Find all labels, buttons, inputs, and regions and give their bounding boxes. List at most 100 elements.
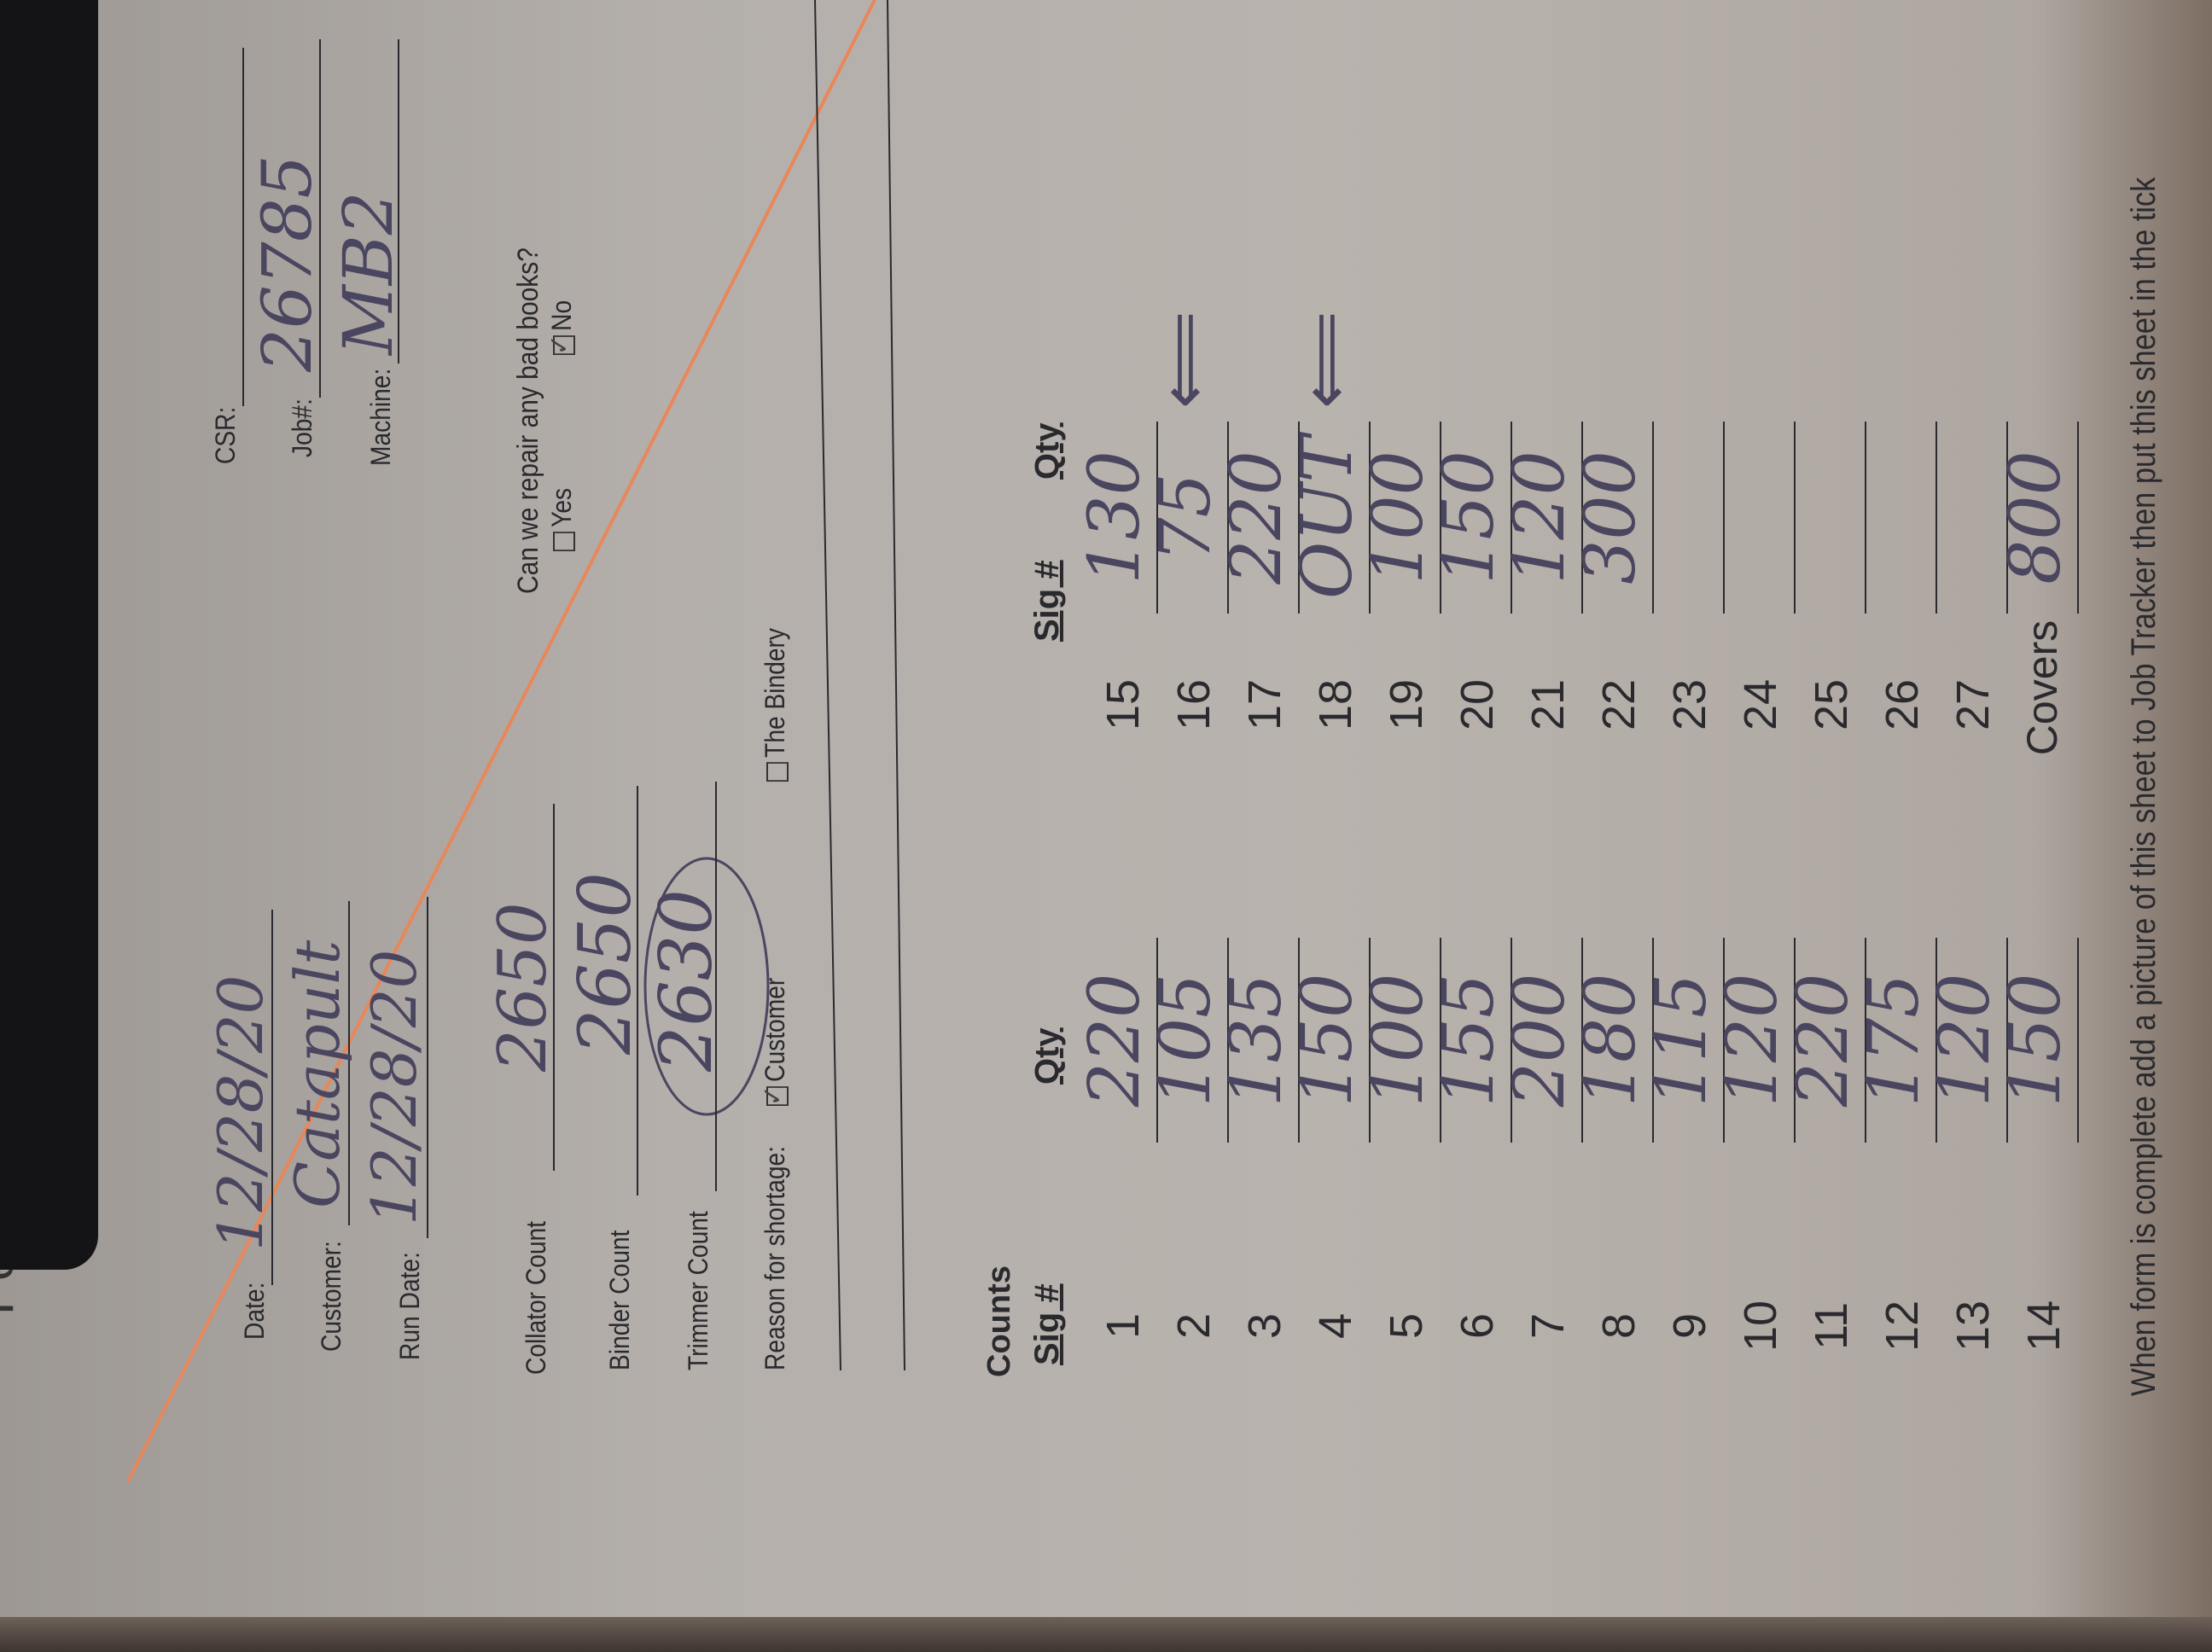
footer-instructions: When form is complete add a picture of t…: [2125, 177, 2163, 1396]
qty-line: [1936, 422, 1937, 614]
trimmer-count-label: Trimmer Count: [683, 1211, 713, 1370]
qty-field[interactable]: 100: [1358, 973, 1439, 1108]
sig-number: 9: [1664, 1312, 1715, 1340]
run-date-field[interactable]: 12/28/20: [358, 949, 430, 1225]
reason-option-customer[interactable]: Customer: [760, 978, 791, 1106]
qty-field[interactable]: 155: [1429, 973, 1510, 1108]
machine-label: Machine:: [365, 368, 396, 466]
binder-count-label: Binder Count: [604, 1230, 635, 1370]
date-label: Date:: [239, 1282, 270, 1340]
job-field[interactable]: 26785: [247, 154, 327, 373]
section-divider: [814, 0, 841, 1371]
qty-field[interactable]: OUT: [1287, 435, 1368, 600]
qty-field[interactable]: 150: [1287, 973, 1368, 1108]
yes-checkbox[interactable]: [552, 532, 575, 551]
qty-field[interactable]: 75: [1145, 473, 1226, 562]
reason-option-bindery[interactable]: The Bindery: [760, 628, 791, 782]
sig-number: 13: [1947, 1300, 1999, 1352]
sig-number: 16: [1168, 678, 1220, 731]
counts-title: Counts: [981, 1265, 1017, 1377]
sig-number: 11: [1806, 1301, 1857, 1351]
sig-number: 24: [1735, 678, 1786, 731]
sig-number: 14: [2018, 1300, 2069, 1352]
repair-option-no[interactable]: No: [546, 300, 578, 355]
qty-field[interactable]: 115: [1641, 973, 1722, 1108]
no-checkbox[interactable]: [552, 335, 575, 355]
trimmer-circle: [643, 857, 770, 1116]
qty-line: [1865, 422, 1866, 614]
bindery-checkbox[interactable]: [765, 762, 789, 782]
qty-field[interactable]: 135: [1216, 973, 1297, 1108]
qty-line: [2077, 422, 2079, 614]
qty-field[interactable]: 105: [1145, 973, 1226, 1108]
sig-number: 7: [1522, 1312, 1574, 1340]
qty-field[interactable]: 130: [1074, 451, 1155, 585]
qty-field[interactable]: 300: [1570, 451, 1651, 585]
sig-number: 26: [1877, 678, 1928, 731]
qty-header-left: Qty: [1028, 1027, 1066, 1085]
machine-field[interactable]: MB2: [329, 191, 408, 355]
date-field[interactable]: 12/28/20: [205, 974, 276, 1251]
customer-label: Customer:: [316, 1241, 346, 1352]
qty-field[interactable]: 175: [1854, 973, 1935, 1108]
binder-count-field[interactable]: 2650: [563, 872, 647, 1055]
sig-header-right: Sig #: [1028, 560, 1066, 642]
qty-field[interactable]: 200: [1499, 973, 1580, 1108]
sig-number: 23: [1664, 678, 1715, 731]
qty-field[interactable]: 100: [1358, 451, 1439, 585]
repair-question: Can we repair any bad books?: [512, 247, 544, 594]
orange-header-rule: [126, 0, 876, 1482]
collator-count-field[interactable]: 2650: [485, 902, 562, 1072]
section-divider: [887, 0, 905, 1371]
qty-field[interactable]: 150: [1429, 451, 1510, 585]
job-label: Job#:: [287, 398, 317, 457]
sig-number: 12: [1877, 1300, 1928, 1352]
hand-drawn-arrow-icon: ⟸: [1287, 311, 1363, 409]
qty-field[interactable]: 150: [1995, 973, 2076, 1108]
qty-field[interactable]: 220: [1783, 973, 1864, 1108]
sig-number: 8: [1593, 1312, 1644, 1340]
qty-header-right: Qty: [1028, 422, 1066, 480]
sig-number: 19: [1381, 678, 1432, 731]
sig-number: 22: [1593, 678, 1644, 731]
qty-field[interactable]: 120: [1924, 973, 2005, 1108]
customer-field[interactable]: Catapult: [282, 939, 353, 1208]
qty-field[interactable]: 220: [1074, 973, 1155, 1108]
trimmer-count-field[interactable]: 2630: [644, 889, 728, 1072]
run-date-label: Run Date:: [394, 1252, 425, 1360]
qty-field[interactable]: 220: [1216, 451, 1297, 585]
sig-number: 18: [1310, 678, 1361, 731]
collator-count-label: Collator Count: [521, 1220, 551, 1375]
sig-number: 17: [1239, 678, 1290, 731]
sig-number: 1: [1097, 1312, 1149, 1340]
sig-number: 20: [1452, 678, 1503, 731]
qty-field[interactable]: 800: [1995, 451, 2076, 585]
qty-field[interactable]: 180: [1570, 973, 1651, 1108]
qty-line: [1723, 422, 1725, 614]
clipboard-clip: [0, 0, 98, 1270]
sig-number: 4: [1310, 1312, 1361, 1340]
qty-field[interactable]: 120: [1499, 451, 1580, 585]
sig-number: 5: [1381, 1312, 1432, 1340]
sig-number: Covers: [2018, 620, 2066, 756]
desk-edge: [0, 1617, 2212, 1652]
hand-drawn-arrow-icon: ⟸: [1145, 311, 1221, 409]
sig-number: 25: [1806, 678, 1857, 731]
reason-label: Reason for shortage:: [760, 1146, 790, 1370]
customer-checkbox[interactable]: [765, 1086, 789, 1106]
qty-line: [2077, 938, 2079, 1143]
sig-number: 10: [1735, 1300, 1786, 1352]
sig-number: 27: [1947, 678, 1999, 731]
repair-option-yes[interactable]: Yes: [546, 488, 578, 551]
sig-number: 15: [1097, 678, 1149, 731]
qty-line: [1794, 422, 1796, 614]
qty-field[interactable]: 120: [1712, 973, 1793, 1108]
sig-number: 3: [1239, 1312, 1290, 1340]
csr-label: CSR:: [210, 406, 241, 464]
sig-header-left: Sig #: [1028, 1283, 1066, 1365]
sig-number: 6: [1452, 1312, 1503, 1340]
sig-number: 21: [1522, 678, 1574, 731]
